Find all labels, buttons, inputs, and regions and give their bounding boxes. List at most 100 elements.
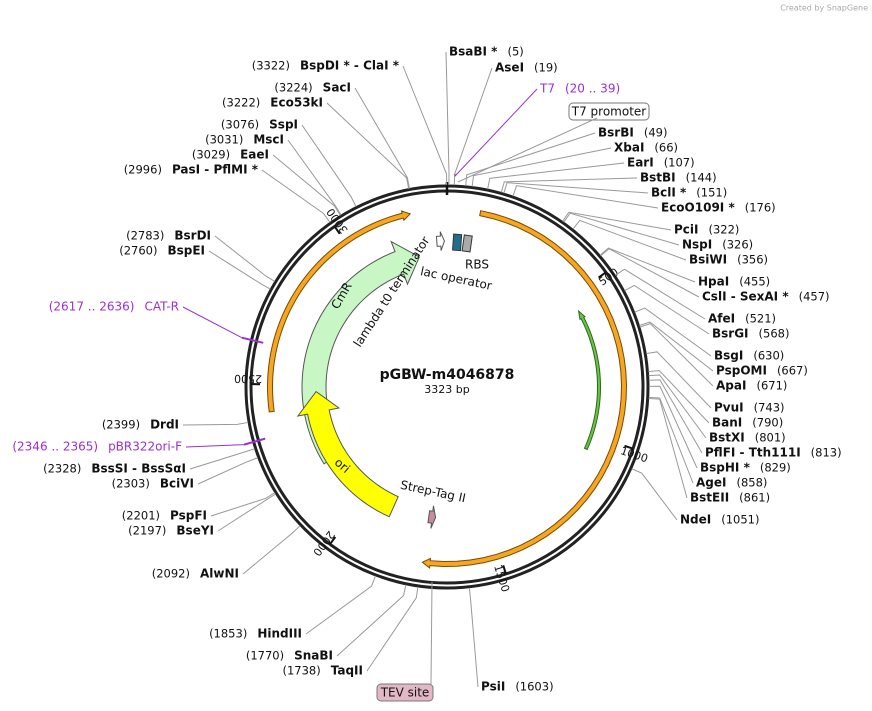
- enzyme-name: EaeI: [240, 148, 269, 162]
- leader-line: [465, 132, 596, 186]
- primer-name: T7: [539, 82, 555, 96]
- tick-mark: [598, 271, 607, 279]
- leader-line: [402, 65, 448, 186]
- watermark: Created by SnapGene: [780, 4, 868, 13]
- enzyme-name: SacI: [323, 81, 351, 95]
- enzyme-position: (3031): [205, 133, 243, 147]
- feature-label: RBS: [465, 258, 489, 272]
- feature-arrow: [427, 505, 437, 529]
- enzyme-name: BsrDI: [174, 229, 211, 243]
- enzyme-name: TaqII: [331, 664, 363, 678]
- enzyme-position: (1770): [246, 649, 284, 663]
- plasmid-length: 3323 bp: [424, 383, 469, 396]
- label-box: [376, 683, 434, 702]
- enzyme-name: PciI: [674, 223, 699, 237]
- enzyme-name: BstEII: [690, 491, 729, 505]
- enzyme-position: (19): [534, 61, 558, 75]
- enzyme-name: BstBI: [640, 171, 676, 185]
- enzyme-name: BanI: [712, 416, 742, 430]
- leader-line: [430, 581, 433, 685]
- tick-mark: [502, 565, 507, 575]
- enzyme-position: (1853): [209, 627, 247, 641]
- leader-line: [562, 211, 672, 231]
- enzyme-name: NdeI: [680, 513, 711, 527]
- enzyme-position: (790): [752, 416, 783, 430]
- enzyme-name: AlwNI: [200, 567, 239, 581]
- primer-position: (2346 .. 2365): [12, 440, 98, 454]
- primer-position: (20 .. 39): [565, 82, 620, 96]
- enzyme-position: (49): [644, 126, 668, 140]
- leader-line: [305, 575, 376, 635]
- enzyme-name: HindIII: [257, 627, 302, 641]
- enzyme-name: BseYI: [176, 524, 214, 538]
- leader-line: [336, 584, 407, 657]
- enzyme-name: SnaBI: [294, 649, 333, 663]
- enzyme-name: PflFI - Tth111I: [705, 446, 801, 460]
- enzyme-position: (813): [811, 446, 842, 460]
- enzyme-position: (630): [753, 349, 784, 363]
- enzyme-position: (3224): [274, 81, 312, 95]
- enzyme-position: (66): [654, 141, 678, 155]
- enzyme-position: (2303): [112, 477, 150, 491]
- enzyme-position: (858): [736, 476, 767, 490]
- leader-line: [468, 587, 479, 688]
- leader-line: [445, 51, 450, 186]
- enzyme-position: (3322): [252, 59, 290, 73]
- leader-line: [648, 398, 688, 499]
- leader-line: [214, 235, 276, 282]
- leader-line: [512, 185, 659, 209]
- tick-mark: [329, 536, 337, 545]
- enzyme-position: (3222): [222, 96, 260, 110]
- feature-arrow: [301, 240, 420, 465]
- leader-line: [648, 370, 710, 424]
- feature-label: TEV site: [380, 686, 430, 700]
- enzyme-position: (671): [756, 379, 787, 393]
- enzyme-name: XbaI: [614, 141, 644, 155]
- leader-line: [354, 87, 410, 189]
- leader-line: [572, 219, 687, 261]
- enzyme-position: (326): [722, 238, 753, 252]
- enzyme-name: BstXI: [709, 431, 745, 445]
- enzyme-position: (2201): [122, 509, 160, 523]
- feature-arrow: [435, 231, 445, 251]
- leader-line: [197, 457, 258, 485]
- leader-line: [326, 102, 410, 189]
- feature-label: T7 promoter: [571, 105, 647, 119]
- enzyme-position: (5): [507, 45, 523, 59]
- enzyme-name: BsrBI: [598, 126, 634, 140]
- feature-label: Strep-Tag II: [399, 478, 467, 506]
- enzyme-name: BciVI: [160, 477, 194, 491]
- enzyme-position: (829): [760, 461, 791, 475]
- leader-line: [648, 374, 707, 439]
- feature-arrow: [296, 390, 399, 518]
- leader-line: [563, 212, 680, 246]
- enzyme-position: (2783): [126, 229, 164, 243]
- leader-line: [189, 448, 255, 470]
- enzyme-name: BclI *: [651, 186, 687, 200]
- enzyme-position: (457): [799, 290, 830, 304]
- leader-line: [182, 306, 243, 339]
- feature-box: [461, 234, 473, 253]
- enzyme-position: (3029): [192, 148, 230, 162]
- enzyme-name: BspDI * - ClaI *: [300, 59, 400, 73]
- enzyme-position: (151): [696, 186, 727, 200]
- leader-line: [615, 268, 706, 320]
- enzyme-name: SspI: [269, 118, 298, 132]
- enzyme-position: (2399): [102, 418, 140, 432]
- enzyme-position: (322): [709, 223, 740, 237]
- primer-mark: [243, 437, 266, 446]
- leader-line: [631, 468, 678, 521]
- enzyme-position: (2092): [152, 567, 190, 581]
- enzyme-position: (2328): [43, 462, 81, 476]
- enzyme-position: (568): [759, 327, 790, 341]
- enzyme-name: Eco53kI: [270, 96, 323, 110]
- enzyme-name: BsaBI *: [449, 45, 498, 59]
- enzyme-name: BsiWI: [689, 253, 727, 267]
- enzyme-name: EarI: [627, 156, 654, 170]
- leader-line: [600, 248, 700, 298]
- enzyme-name: BssSI - BssSαI: [91, 462, 186, 476]
- feature-box: [452, 233, 463, 252]
- enzyme-position: (801): [755, 431, 786, 445]
- leader-line: [639, 321, 714, 372]
